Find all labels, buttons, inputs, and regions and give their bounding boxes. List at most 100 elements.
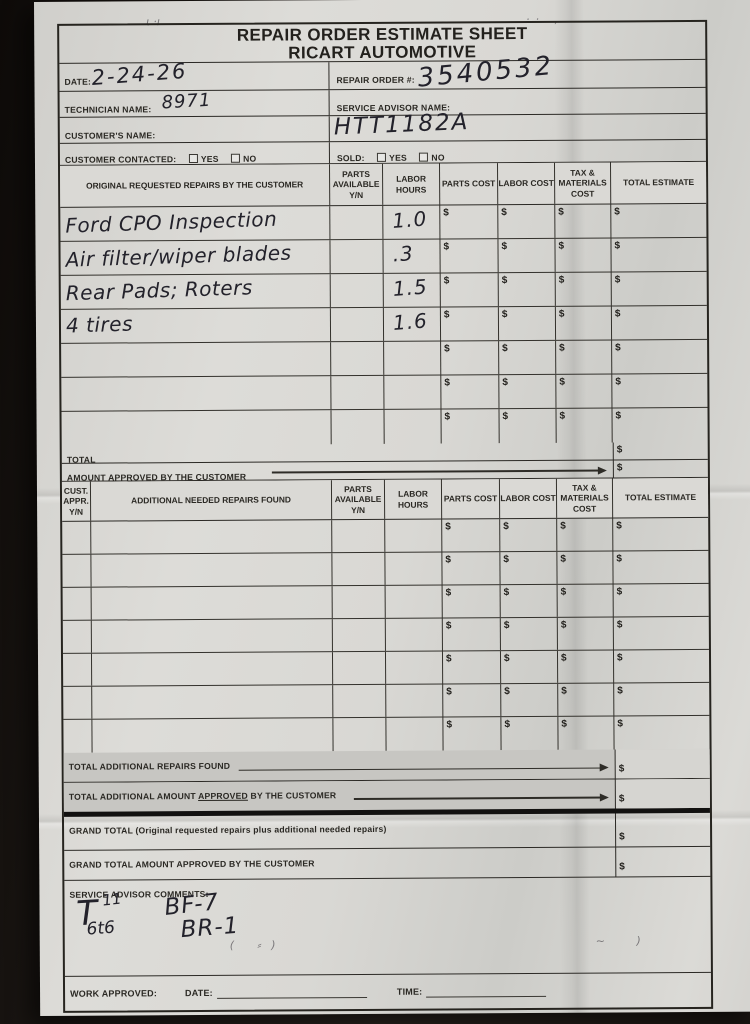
tax-materials-cost-cell: $ xyxy=(557,551,614,584)
contacted-yes-checkbox xyxy=(188,154,198,164)
handwritten-repair-text: Ford CPO Inspection xyxy=(65,206,278,238)
arrow-line xyxy=(353,796,607,800)
dollar-sign: $ xyxy=(503,521,509,533)
parts-available-cell xyxy=(332,519,386,553)
vehicle-stock-handwritten-value: HTT1182A xyxy=(333,108,470,141)
labor-hours-cell xyxy=(384,341,442,375)
parts-available-cell xyxy=(330,239,384,274)
labor-hours-cell: .3 xyxy=(383,239,441,273)
repair-description-cell xyxy=(61,342,332,377)
dollar-sign: $ xyxy=(614,274,621,286)
original-repair-row: $ $ $ $ xyxy=(61,408,708,446)
col-cust-appr: CUST. APPR. Y/N xyxy=(61,481,92,521)
dollar-sign: $ xyxy=(560,520,566,532)
total-estimate-cell: $ xyxy=(614,617,709,650)
dollar-sign: $ xyxy=(443,207,449,219)
dollar-sign: $ xyxy=(502,377,508,389)
col-original-repairs: ORIGINAL REQUESTED REPAIRS BY THE CUSTOM… xyxy=(60,164,331,207)
dollar-sign: $ xyxy=(615,376,621,388)
total-estimate-cell: $ xyxy=(614,650,709,683)
work-date-line xyxy=(216,986,367,999)
dollar-sign: $ xyxy=(560,586,567,598)
labor-cost-cell: $ xyxy=(498,238,556,273)
grand-total-row: GRAND TOTAL (Original requested repairs … xyxy=(63,812,711,851)
arrow-line xyxy=(238,767,607,772)
labor-cost-cell: $ xyxy=(498,204,556,239)
original-repair-row: Ford CPO Inspection 1.0 $ $ $ $ xyxy=(60,203,707,242)
repair-order-form: REPAIR ORDER ESTIMATE SHEET RICART AUTOM… xyxy=(57,19,714,1013)
original-repair-row: 4 tires 1.6 $ $ $ $ xyxy=(60,305,708,344)
additional-repair-description-cell xyxy=(92,718,334,753)
grand-total-amount-cell: $ xyxy=(614,812,711,847)
dollar-sign: $ xyxy=(558,308,565,320)
dollar-sign: $ xyxy=(502,411,509,423)
dollar-sign: $ xyxy=(616,520,622,532)
handwritten-repair-text: 4 tires xyxy=(65,311,134,338)
original-approved-labelcell: AMOUNT APPROVED BY THE CUSTOMER xyxy=(62,460,613,483)
dollar-sign: $ xyxy=(561,718,568,730)
customer-contacted-field: CUSTOMER CONTACTED: YES NO xyxy=(59,142,330,165)
labor-hours-cell: 1.6 xyxy=(383,307,442,341)
dollar-sign: $ xyxy=(615,410,622,422)
tax-materials-cost-cell: $ xyxy=(558,716,615,750)
labor-cost-cell: $ xyxy=(498,272,556,307)
labor-hours-cell xyxy=(385,618,443,651)
additional-repair-row: $ $ $ $ xyxy=(62,550,709,588)
dollar-sign: $ xyxy=(619,861,625,873)
parts-cost-cell: $ xyxy=(440,273,499,307)
customer-name-label: CUSTOMER'S NAME: xyxy=(64,130,156,141)
arrow-line xyxy=(271,469,605,474)
technician-field: TECHNICIAN NAME: 8971 xyxy=(59,89,330,117)
parts-cost-cell: $ xyxy=(440,205,499,239)
sold-no-checkbox xyxy=(419,152,429,162)
total-estimate-cell: $ xyxy=(612,306,707,340)
technician-handwritten-value: 8971 xyxy=(161,89,212,114)
parts-cost-cell: $ xyxy=(443,717,502,751)
parts-cost-cell: $ xyxy=(441,375,500,409)
labor-hours-cell xyxy=(385,585,443,618)
grand-total-approved-amount-cell: $ xyxy=(615,846,711,877)
handwritten-labor-hours: 1.0 xyxy=(391,206,429,233)
dollar-sign: $ xyxy=(616,652,623,664)
additional-repair-row: $ $ $ $ xyxy=(63,716,709,753)
tax-materials-cost-cell: $ xyxy=(556,340,613,374)
parts-available-cell xyxy=(333,717,387,752)
labor-cost-cell: $ xyxy=(500,518,558,552)
dollar-sign: $ xyxy=(444,377,450,389)
labor-cost-cell: $ xyxy=(500,551,558,585)
additional-repair-description-cell xyxy=(91,652,334,686)
additional-repair-row: $ $ $ $ xyxy=(62,583,709,621)
parts-cost-cell: $ xyxy=(442,552,501,585)
labor-hours-cell xyxy=(385,651,444,684)
dollar-sign: $ xyxy=(501,275,508,287)
parts-cost-cell: $ xyxy=(443,684,502,717)
total-estimate-cell: $ xyxy=(612,408,707,443)
parts-cost-cell: $ xyxy=(440,307,500,341)
original-repair-row: Air filter/wiper blades .3 $ $ $ $ xyxy=(60,237,707,276)
tax-materials-cost-cell: $ xyxy=(555,238,612,272)
sold-label: SOLD: xyxy=(336,152,365,164)
original-repair-row: Rear Pads; Roters 1.5 $ $ $ $ xyxy=(60,271,707,310)
grand-total-approved-label: GRAND TOTAL AMOUNT APPROVED BY THE CUSTO… xyxy=(69,858,315,870)
dollar-sign: $ xyxy=(617,685,623,697)
additional-repair-description-cell xyxy=(91,520,333,554)
labor-hours-cell xyxy=(386,684,444,717)
total-estimate-cell: $ xyxy=(612,340,707,374)
labor-hours-cell xyxy=(385,519,443,552)
labor-cost-cell: $ xyxy=(501,683,559,717)
parts-cost-cell: $ xyxy=(442,651,502,684)
dollar-sign: $ xyxy=(445,554,452,566)
technician-label: TECHNICIAN NAME: xyxy=(64,104,152,115)
service-advisor-comments-box: SERVICE ADVISOR COMMENTS: T 11 6t6 BF-7 … xyxy=(64,876,711,977)
col-labor-hours: LABOR HOURS xyxy=(384,479,443,519)
repair-description-cell xyxy=(61,376,332,411)
parts-available-cell xyxy=(332,618,386,652)
col-parts-available: PARTS AVAILABLE Y/N xyxy=(329,163,384,206)
comments-handwriting: 11 xyxy=(101,889,123,910)
dollar-sign: $ xyxy=(445,620,452,632)
dollar-sign: $ xyxy=(443,275,450,287)
customer-name-field: CUSTOMER'S NAME: xyxy=(59,116,330,143)
parts-cost-cell: $ xyxy=(442,618,501,651)
additional-total-label: TOTAL ADDITIONAL REPAIRS FOUND xyxy=(68,760,231,772)
